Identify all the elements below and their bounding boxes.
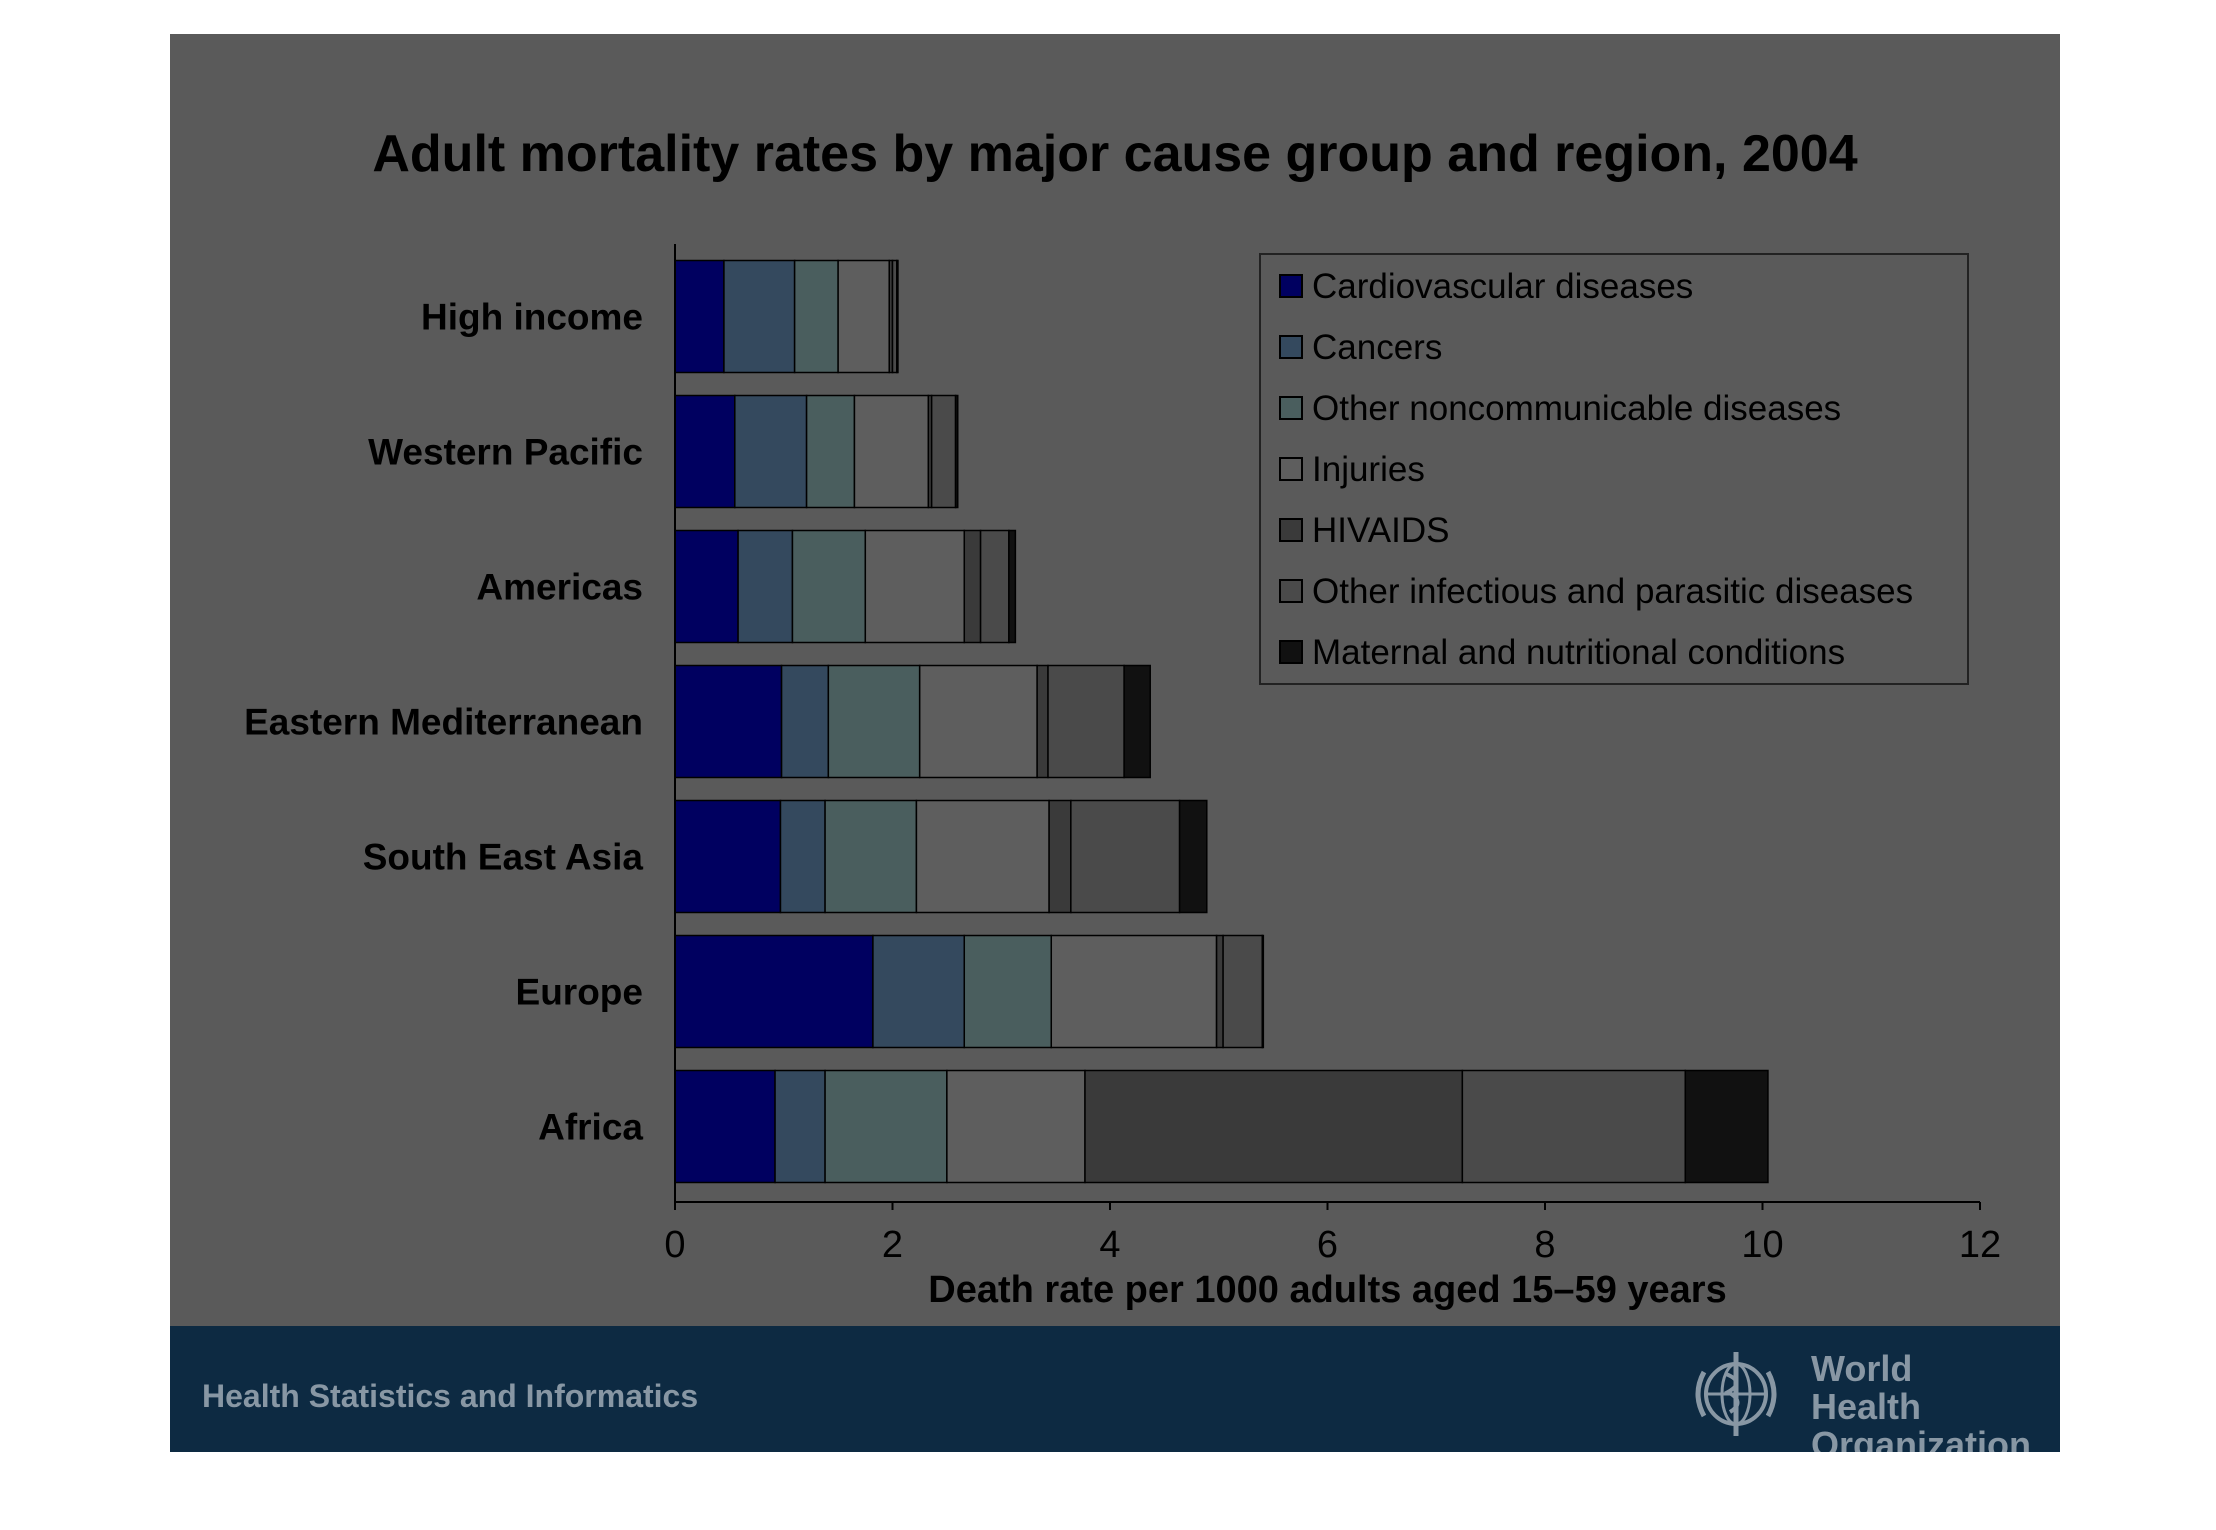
legend-swatch <box>1279 518 1303 542</box>
legend-label: Other noncommunicable diseases <box>1312 389 1841 428</box>
bar-segment <box>674 259 725 374</box>
bar-segment <box>864 529 966 644</box>
legend-swatch <box>1279 640 1303 664</box>
category-label: Americas <box>476 567 643 608</box>
bar-segment <box>1008 529 1017 644</box>
bar-segment <box>805 394 856 509</box>
bar-segment <box>954 394 959 509</box>
bar-segment <box>946 1069 1086 1184</box>
bar-segment <box>979 529 1010 644</box>
legend-box <box>1259 253 1969 685</box>
bar-segment <box>791 529 867 644</box>
legend-swatch <box>1279 396 1303 420</box>
bar-segment <box>1123 664 1151 779</box>
x-tick-label: 8 <box>1534 1224 1555 1266</box>
bar-segment <box>1215 934 1224 1049</box>
bar-segment <box>915 799 1050 914</box>
bar-segment <box>734 394 808 509</box>
x-tick-label: 6 <box>1317 1224 1338 1266</box>
footer-bar: Health Statistics and Informatics World … <box>170 1326 2060 1452</box>
bar-segment <box>1178 799 1208 914</box>
bar-segment <box>896 259 899 374</box>
category-label: Africa <box>538 1107 643 1148</box>
bar-segment <box>737 529 794 644</box>
bar-segment <box>824 799 918 914</box>
category-label: Europe <box>516 972 643 1013</box>
x-tick-label: 2 <box>882 1224 903 1266</box>
bar-segment <box>963 529 982 644</box>
bar-segment <box>918 664 1038 779</box>
legend-label: Cardiovascular diseases <box>1312 267 1693 306</box>
legend-swatch <box>1279 274 1303 298</box>
who-name-line2: Organization <box>1811 1424 2032 1453</box>
legend-swatch <box>1279 457 1303 481</box>
legend-label: Other infectious and parasitic diseases <box>1312 572 1913 611</box>
bar-segment <box>1461 1069 1687 1184</box>
legend-label: Cancers <box>1312 328 1442 367</box>
x-tick-label: 4 <box>1099 1224 1120 1266</box>
bar-segment <box>1222 934 1263 1049</box>
bar-segment <box>1050 934 1218 1049</box>
bar-segment <box>824 1069 948 1184</box>
bar-segment <box>674 394 736 509</box>
x-tick-label: 10 <box>1741 1224 1783 1266</box>
footer-text: Health Statistics and Informatics <box>202 1378 699 1414</box>
bar-segment <box>1684 1069 1769 1184</box>
who-emblem-icon <box>1695 1352 1777 1436</box>
x-tick-label: 12 <box>1959 1224 2001 1266</box>
bar-segment <box>1036 664 1049 779</box>
legend-swatch <box>1279 335 1303 359</box>
bar-segment <box>774 1069 826 1184</box>
who-name-line1: World Health <box>1811 1348 1922 1427</box>
legend-label: Injuries <box>1312 450 1425 489</box>
chart-title: Adult mortality rates by major cause gro… <box>372 125 1858 183</box>
bar-segment <box>1261 934 1265 1049</box>
bar-segment <box>1048 799 1072 914</box>
bar-segment <box>674 799 782 914</box>
slide: Adult mortality rates by major cause gro… <box>170 34 2060 1452</box>
bar-segment <box>872 934 966 1049</box>
bar-segment <box>723 259 796 374</box>
bar-segment <box>674 934 874 1049</box>
bar-segment <box>963 934 1053 1049</box>
bar-segment <box>674 529 739 644</box>
bar-segment <box>793 259 839 374</box>
legend-swatch <box>1279 579 1303 603</box>
chart: High income Western Pacific Americas Easter… <box>244 244 2001 1311</box>
x-axis-label: Death rate per 1000 adults aged 15–59 ye… <box>928 1269 1726 1311</box>
bar-segment <box>837 259 890 374</box>
bar-segment <box>674 664 783 779</box>
bar-segment <box>930 394 957 509</box>
bar-segment <box>1070 799 1181 914</box>
category-label: Western Pacific <box>368 432 643 473</box>
category-label: South East Asia <box>363 837 644 878</box>
bar-segment <box>827 664 921 779</box>
bar-segment <box>779 799 826 914</box>
who-name: World Health Organization <box>1811 1348 2032 1453</box>
bar-segment <box>674 1069 776 1184</box>
legend-label: HIVAIDS <box>1312 511 1449 550</box>
bar-segment <box>1047 664 1125 779</box>
bar-segment <box>780 664 830 779</box>
bar-segment <box>853 394 930 509</box>
x-tick-label: 0 <box>664 1224 685 1266</box>
who-logo: World Health Organization <box>1686 1340 2031 1452</box>
legend-label: Maternal and nutritional conditions <box>1312 633 1845 672</box>
bar-segment <box>1084 1069 1464 1184</box>
category-label: High income <box>421 297 643 338</box>
category-label: Eastern Mediterranean <box>244 702 643 743</box>
